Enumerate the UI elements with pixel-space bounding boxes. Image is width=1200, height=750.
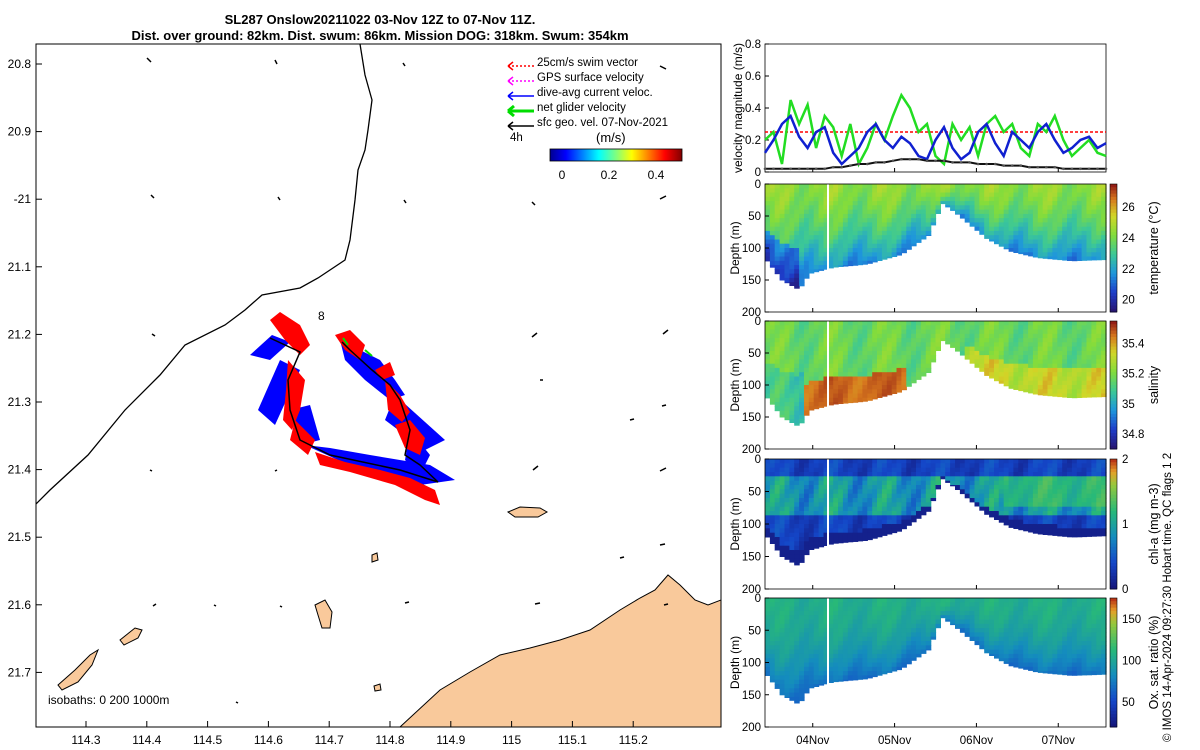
coastline-isobath <box>36 44 373 505</box>
colorbar-tick: 0.2 <box>601 168 618 182</box>
map-y-axis: 20.8 20.9 -21 21.1 21.2 21.3 21.4 21.5 21.6 21.7 <box>8 57 42 679</box>
map-x-tick-label: 115.1 <box>558 733 587 747</box>
island <box>314 599 333 629</box>
map-y-tick-label: -21 <box>14 192 32 206</box>
net-velocity-segment <box>342 337 349 346</box>
colorbar-title: (m/s) <box>596 130 626 145</box>
map-legend: 25cm/s swim vector GPS surface velocity … <box>507 57 683 182</box>
legend-time-label: 4h <box>510 132 523 144</box>
map-x-tick-label: 114.7 <box>315 733 344 747</box>
colorbar-tick: 0.4 <box>648 168 665 182</box>
map-x-tick-label: 115.2 <box>619 733 648 747</box>
map-y-tick-label: 21.7 <box>8 665 32 679</box>
map-y-tick-label: 20.8 <box>8 57 32 71</box>
legend-label-sfc-geo: sfc geo. vel. 07-Nov-2021 <box>537 117 668 129</box>
island <box>506 506 549 518</box>
chart-title-line2: Dist. over ground: 82km. Dist. swum: 86k… <box>131 28 629 43</box>
chart-title-line1: SL287 Onslow20211022 03-Nov 12Z to 07-No… <box>224 12 536 27</box>
land-mass <box>399 574 721 727</box>
map-x-tick-label: 114.8 <box>375 733 404 747</box>
net-velocity-segment <box>364 349 373 357</box>
legend-label-dive-avg: dive-avg current veloc. <box>537 87 653 99</box>
map-x-tick-label: 114.5 <box>193 733 222 747</box>
map-x-tick-label: 114.9 <box>436 733 465 747</box>
swim-vector-field <box>270 312 440 505</box>
island <box>371 552 379 563</box>
map-y-tick-label: 21.4 <box>8 463 32 477</box>
map-area <box>36 44 721 727</box>
colorbar-tick: 0 <box>559 168 566 182</box>
velocity-colorbar <box>549 148 683 162</box>
sfc-geo-vectors <box>146 57 669 704</box>
glider-track <box>269 337 439 483</box>
isobaths-label: isobaths: 0 200 1000m <box>48 693 169 707</box>
map-y-tick-label: 21.3 <box>8 395 32 409</box>
map-y-tick-label: 21.2 <box>8 327 32 341</box>
map-x-tick-label: 114.4 <box>132 733 161 747</box>
map-x-tick-label: 114.6 <box>254 733 283 747</box>
map-x-tick-label: 114.3 <box>71 733 100 747</box>
map-x-axis: 114.3 114.4 114.5 114.6 114.7 114.8 114.9 115 11… <box>71 721 648 747</box>
map-y-tick-label: 21.1 <box>8 260 32 274</box>
map-x-tick-label: 115 <box>502 733 521 747</box>
map-y-tick-label: 21.6 <box>8 598 32 612</box>
map-y-tick-label: 21.5 <box>8 530 32 544</box>
legend-label-net: net glider velocity <box>537 102 626 114</box>
track-marker-label: 8 <box>318 309 325 323</box>
map-y-tick-label: 20.9 <box>8 125 32 139</box>
legend-label-gps: GPS surface velocity <box>537 72 644 84</box>
island <box>57 648 100 691</box>
legend-label-swim: 25cm/s swim vector <box>537 57 638 69</box>
island <box>373 683 382 692</box>
map-frame <box>35 43 722 728</box>
island <box>119 627 143 646</box>
